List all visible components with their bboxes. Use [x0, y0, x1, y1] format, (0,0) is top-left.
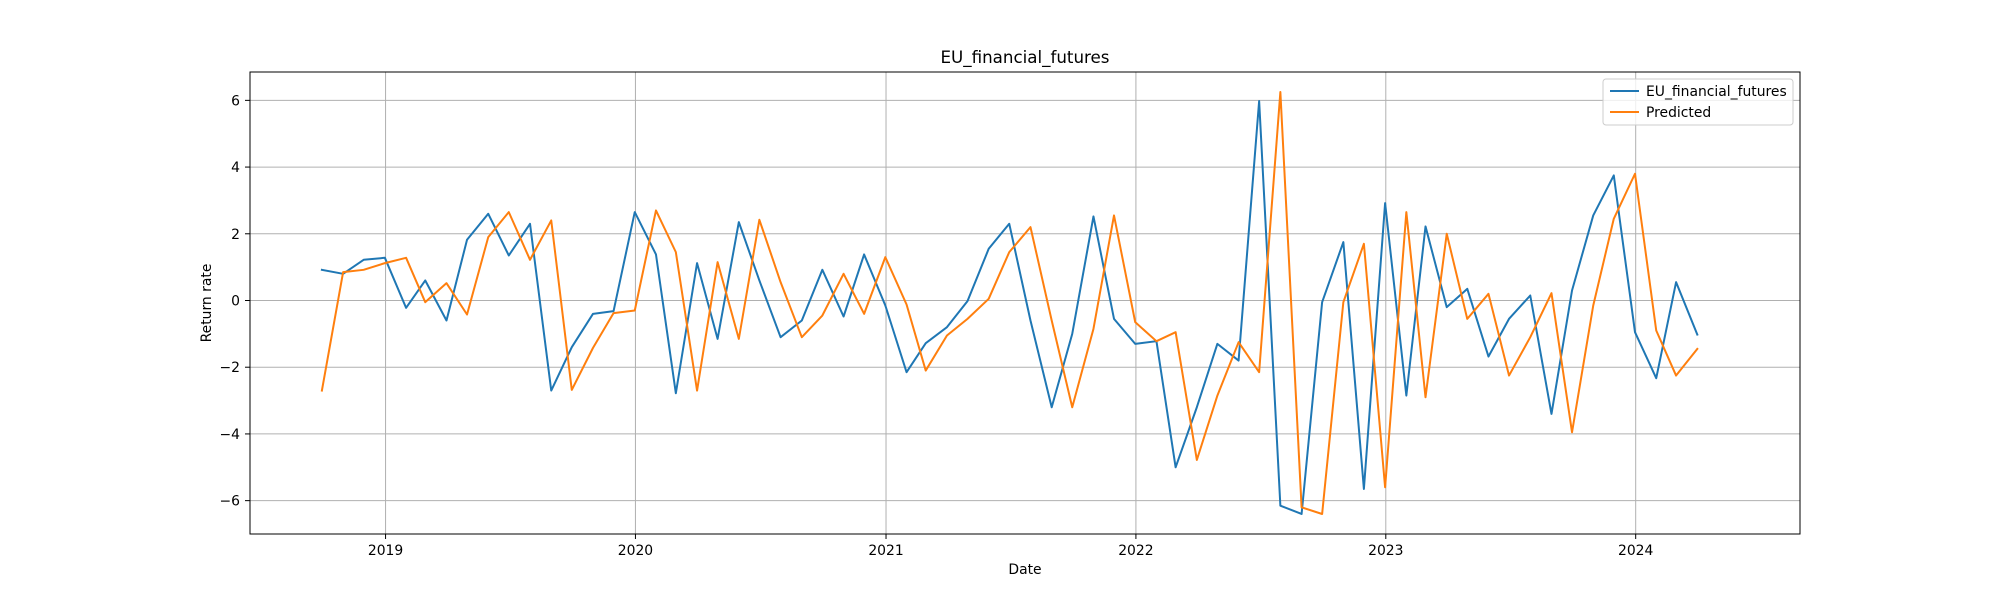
y-axis-label: Return rate: [199, 264, 215, 343]
series-group: [320, 91, 1699, 515]
x-tick-label: 2022: [1118, 543, 1153, 559]
y-tick-label: −4: [220, 427, 241, 443]
y-tick-label: 2: [231, 227, 240, 243]
chart-title: EU_financial_futures: [940, 47, 1109, 68]
legend-box: [1602, 78, 1794, 126]
x-tick-label: 2023: [1368, 543, 1403, 559]
y-tick-label: 0: [231, 293, 240, 309]
x-axis-ticks: 2019 2020 2021 2022 2023 2024: [368, 534, 1654, 559]
plot-area: [250, 72, 1800, 534]
x-tick-label: 2024: [1618, 543, 1654, 559]
y-tick-label: 6: [231, 93, 240, 109]
x-axis-label: Date: [1008, 562, 1041, 578]
series-line-eu-financial-futures: [320, 100, 1699, 515]
legend: EU_financial_futures Predicted: [1602, 78, 1794, 126]
y-tick-label: −2: [220, 360, 240, 376]
x-tick-label: 2020: [618, 543, 653, 559]
y-tick-label: −6: [220, 494, 240, 510]
y-tick-label: 4: [231, 160, 240, 176]
legend-label-eu-financial-futures: EU_financial_futures: [1646, 84, 1787, 100]
series-line-predicted: [320, 91, 1699, 515]
x-tick-label: 2019: [368, 543, 403, 559]
plot-frame: [249, 71, 1801, 535]
y-axis-ticks: −6 −4 −2 0 2 4 6: [220, 93, 250, 510]
x-tick-label: 2021: [868, 543, 903, 559]
legend-label-predicted: Predicted: [1646, 105, 1711, 121]
